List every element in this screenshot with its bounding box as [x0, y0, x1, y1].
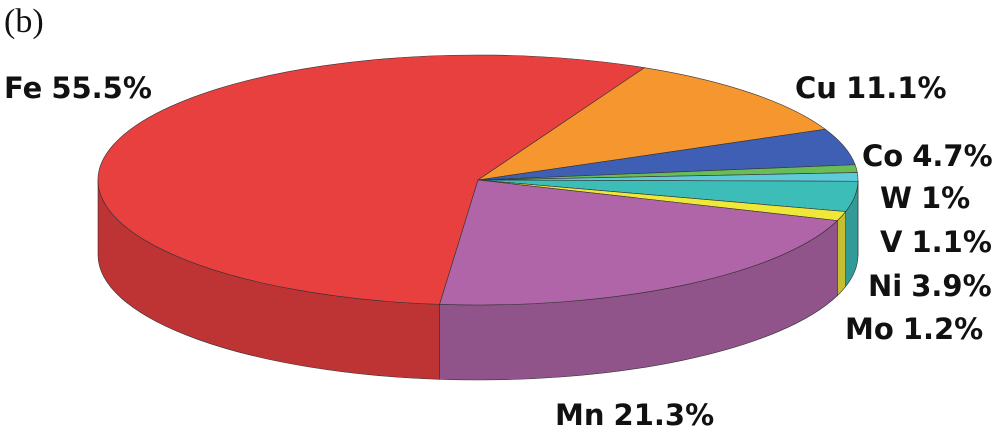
value-label: 1% — [921, 181, 970, 215]
value-label: 1.2% — [903, 312, 983, 346]
pie-tops — [97, 54, 859, 306]
slice-label: Mo 1.2% — [845, 312, 983, 346]
slice-label: Mn 21.3% — [555, 398, 714, 432]
value-label: 3.9% — [911, 269, 991, 303]
slice-label: V 1.1% — [880, 225, 992, 259]
slice — [477, 67, 827, 181]
value-label: 4.7% — [912, 139, 992, 173]
labels: Fe 55.5% Cu 11.1% Co 4.7%W 1% V 1.1% Ni 3.9% Mo 1.2%… — [4, 71, 993, 432]
value-label: 21.3% — [614, 398, 715, 432]
pie-sides — [97, 179, 859, 381]
category-label: Ni — [868, 269, 902, 303]
slice — [439, 179, 839, 306]
slice-label: Fe 55.5% — [4, 71, 152, 105]
value-label: 55.5% — [51, 71, 152, 105]
category-label: Cu — [795, 71, 837, 105]
value-label: 1.1% — [911, 225, 991, 259]
slice-side — [837, 210, 846, 297]
slice-label: Co 4.7% — [862, 139, 993, 173]
slice-label: Ni 3.9% — [868, 269, 992, 303]
panel-label: (b) — [4, 3, 44, 40]
category-label: Mo — [845, 312, 894, 346]
category-label: Mn — [555, 398, 605, 432]
value-label: 11.1% — [846, 71, 947, 105]
slice — [97, 54, 646, 305]
category-label: Co — [862, 139, 903, 173]
category-label: W — [880, 181, 912, 215]
slice-label: Cu 11.1% — [795, 71, 947, 105]
category-label: V — [880, 225, 903, 259]
slice-label: W 1% — [880, 181, 970, 215]
category-label: Fe — [4, 71, 42, 105]
